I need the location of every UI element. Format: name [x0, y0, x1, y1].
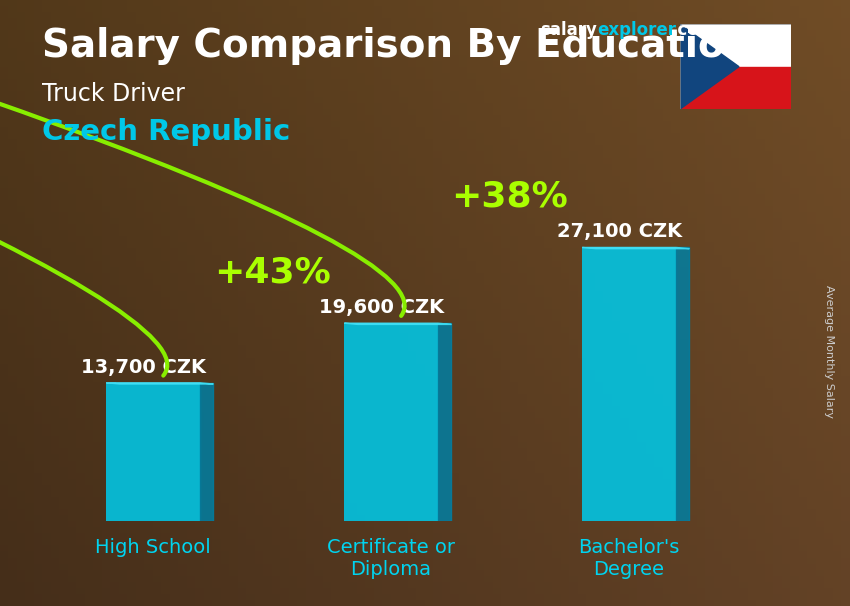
- Bar: [106, 383, 200, 521]
- Text: Truck Driver: Truck Driver: [42, 82, 185, 106]
- Text: 27,100 CZK: 27,100 CZK: [557, 222, 683, 241]
- Text: Salary Comparison By Education: Salary Comparison By Education: [42, 27, 753, 65]
- Bar: [680, 67, 790, 109]
- Polygon shape: [676, 247, 689, 521]
- Text: Average Monthly Salary: Average Monthly Salary: [824, 285, 834, 418]
- Polygon shape: [680, 24, 739, 109]
- Bar: [680, 24, 790, 67]
- Polygon shape: [438, 323, 451, 521]
- Bar: [344, 323, 438, 521]
- Text: explorer: explorer: [598, 21, 677, 39]
- Text: 19,600 CZK: 19,600 CZK: [319, 298, 445, 317]
- Text: Czech Republic: Czech Republic: [42, 118, 291, 146]
- Text: salary: salary: [540, 21, 597, 39]
- Polygon shape: [344, 323, 451, 324]
- Text: .com: .com: [672, 21, 717, 39]
- Text: +43%: +43%: [213, 256, 331, 290]
- Bar: [582, 247, 676, 521]
- Polygon shape: [106, 383, 213, 384]
- Polygon shape: [582, 247, 689, 248]
- Text: 13,700 CZK: 13,700 CZK: [81, 358, 207, 377]
- Polygon shape: [200, 383, 213, 521]
- Text: +38%: +38%: [451, 180, 569, 214]
